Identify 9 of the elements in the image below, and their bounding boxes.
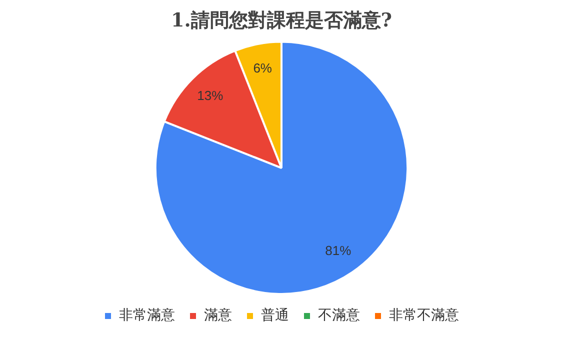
legend-label: 普通 <box>261 306 289 324</box>
data-label: 81% <box>325 242 352 258</box>
data-label: 6% <box>253 60 272 76</box>
legend-label: 滿意 <box>204 308 232 324</box>
legend-label: 非常滿意 <box>119 308 175 324</box>
chart-title: 1.請問您對課程是否滿意? <box>171 9 392 32</box>
legend-label: 不滿意 <box>318 308 360 324</box>
legend-label: 非常不滿意 <box>389 308 459 324</box>
data-label: 13% <box>197 88 224 104</box>
